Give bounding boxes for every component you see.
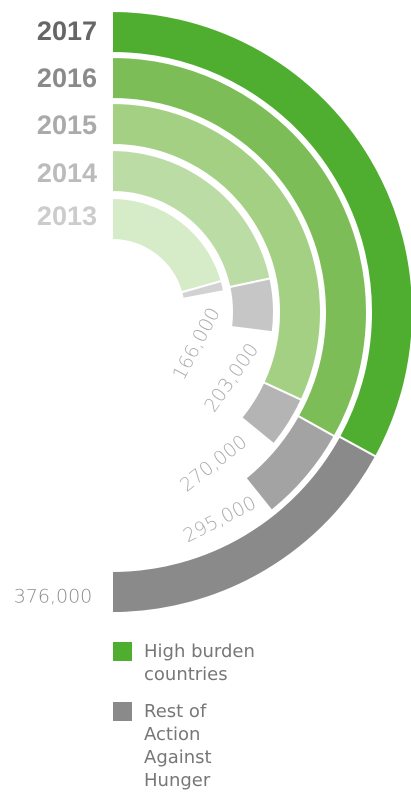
ring-segment: [111, 435, 378, 615]
ring-segment: [180, 279, 226, 301]
legend-swatch: [113, 702, 132, 721]
ring-segment: [228, 277, 275, 334]
year-label: 2016: [37, 63, 97, 93]
year-label: 2015: [37, 110, 97, 140]
legend-label: High burden countries: [144, 641, 255, 685]
legend-label: Rest of Action Against Hunger: [144, 701, 212, 791]
total-label: 166,000: [168, 304, 224, 384]
total-label: 376,000: [14, 586, 93, 608]
year-label: 2013: [37, 201, 97, 231]
legend-swatch: [113, 642, 132, 661]
total-label: 270,000: [176, 431, 251, 497]
year-label: 2017: [37, 16, 97, 46]
ring-segment: [239, 380, 303, 446]
year-label: 2014: [37, 158, 97, 188]
ring-segment: [243, 414, 336, 513]
